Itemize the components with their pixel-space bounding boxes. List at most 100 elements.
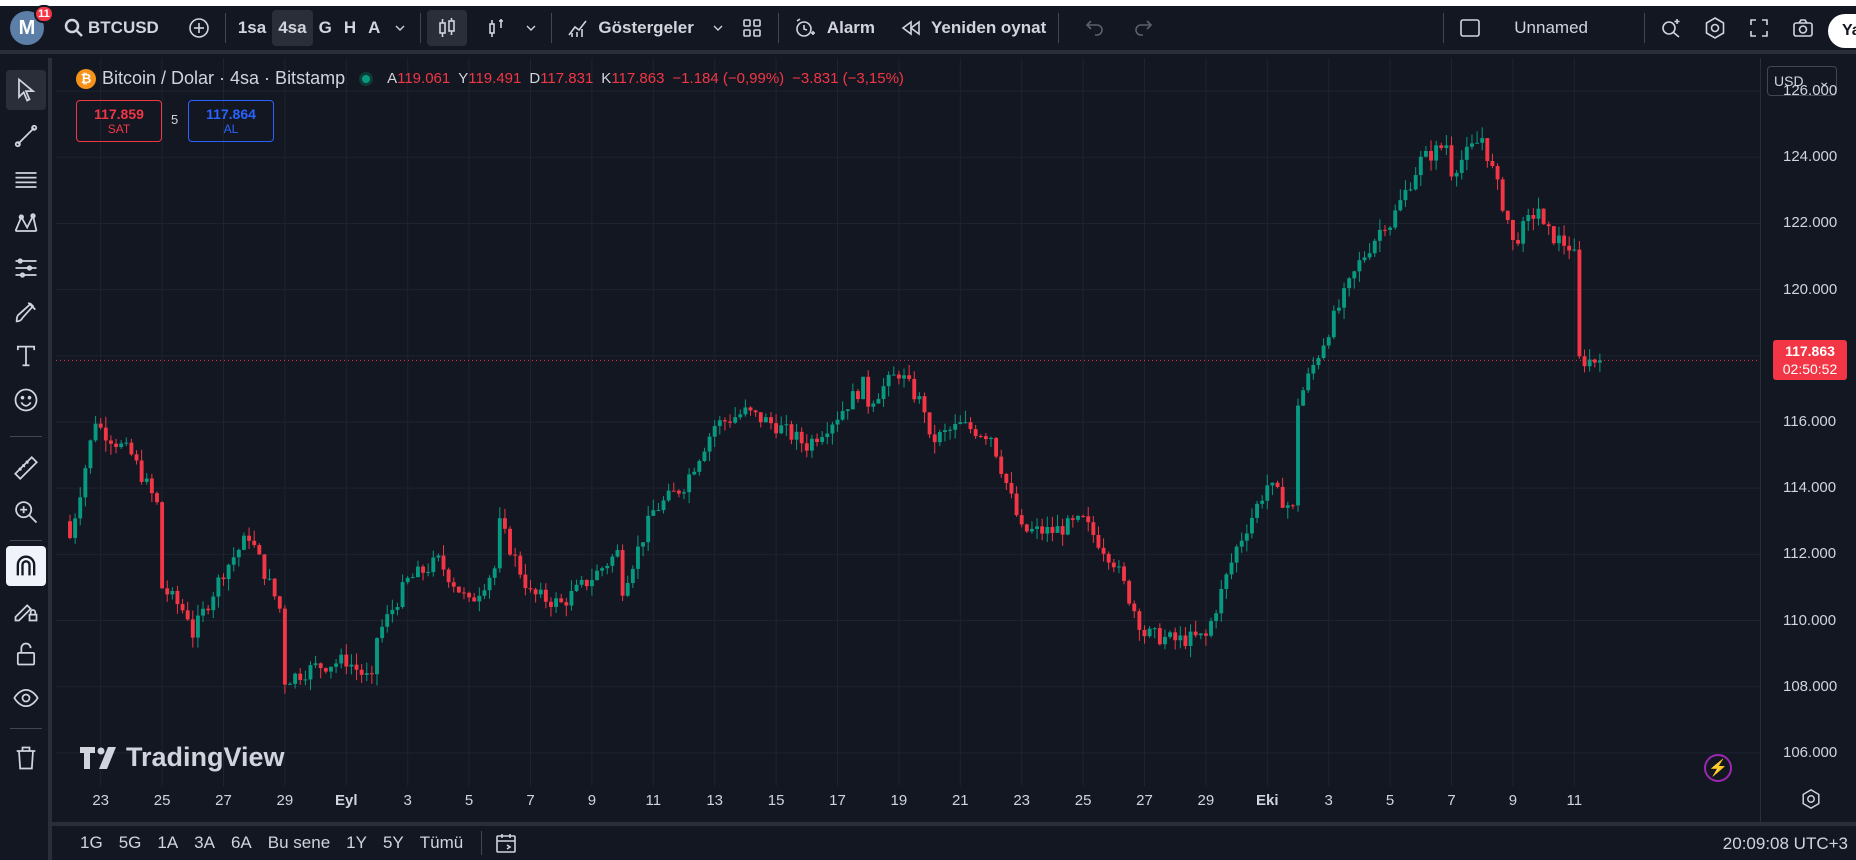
candle[interactable] xyxy=(605,565,610,569)
candle[interactable] xyxy=(354,664,359,670)
candle[interactable] xyxy=(656,510,661,512)
candle[interactable] xyxy=(1250,517,1254,534)
candle[interactable] xyxy=(144,478,149,482)
candle[interactable] xyxy=(528,588,533,590)
candle[interactable] xyxy=(1142,629,1147,637)
candle[interactable] xyxy=(876,398,881,404)
candle[interactable] xyxy=(886,374,891,387)
candle[interactable] xyxy=(1434,145,1439,161)
candle[interactable] xyxy=(334,663,339,667)
candle[interactable] xyxy=(763,417,768,423)
candle[interactable] xyxy=(830,424,835,434)
candle[interactable] xyxy=(559,598,564,603)
candle[interactable] xyxy=(1045,527,1050,534)
candle[interactable] xyxy=(1132,603,1137,612)
interval-a[interactable]: A xyxy=(368,18,381,37)
candle[interactable] xyxy=(840,411,845,420)
candle[interactable] xyxy=(881,386,886,399)
candle[interactable] xyxy=(625,582,630,596)
candle[interactable] xyxy=(610,556,615,566)
undo-button[interactable] xyxy=(1075,10,1115,46)
candle[interactable] xyxy=(385,614,390,627)
settings-button[interactable] xyxy=(1695,10,1735,46)
candle[interactable] xyxy=(636,546,640,569)
candle[interactable] xyxy=(83,468,88,498)
candle[interactable] xyxy=(339,654,344,664)
candle[interactable] xyxy=(119,443,124,447)
candle[interactable] xyxy=(129,442,134,455)
candle[interactable] xyxy=(1239,540,1244,547)
candle[interactable] xyxy=(712,425,717,437)
candle[interactable] xyxy=(948,429,953,431)
candle[interactable] xyxy=(1255,503,1260,518)
candle[interactable] xyxy=(277,596,282,609)
candle[interactable] xyxy=(968,422,973,430)
candle[interactable] xyxy=(850,391,855,410)
candle[interactable] xyxy=(1403,189,1408,201)
candle[interactable] xyxy=(1367,253,1372,258)
candle[interactable] xyxy=(216,577,221,597)
candle[interactable] xyxy=(671,490,676,492)
candle[interactable] xyxy=(620,550,625,596)
candle[interactable] xyxy=(1301,390,1306,406)
candle[interactable] xyxy=(410,577,415,579)
candle[interactable] xyxy=(1321,345,1326,359)
replay-button[interactable]: Yeniden oynat xyxy=(891,10,1052,46)
templates-button[interactable] xyxy=(732,10,772,46)
range-5y[interactable]: 5Y xyxy=(382,833,404,852)
candle[interactable] xyxy=(308,665,313,680)
candle[interactable] xyxy=(1040,526,1045,534)
candle[interactable] xyxy=(1336,307,1341,311)
range-6a[interactable]: 6A xyxy=(230,833,252,852)
candle[interactable] xyxy=(160,502,165,589)
candle[interactable] xyxy=(697,460,702,472)
layout-button[interactable]: Unnamed xyxy=(1450,10,1594,46)
candle[interactable] xyxy=(1597,360,1602,363)
candle[interactable] xyxy=(395,607,400,610)
candle[interactable] xyxy=(702,451,707,461)
candle[interactable] xyxy=(1587,359,1592,367)
candle[interactable] xyxy=(303,679,308,681)
candle[interactable] xyxy=(1357,260,1362,272)
candle[interactable] xyxy=(257,545,262,555)
candle[interactable] xyxy=(1163,636,1167,645)
candle[interactable] xyxy=(98,423,103,428)
candle[interactable] xyxy=(1198,633,1203,636)
candle[interactable] xyxy=(533,589,538,595)
candle[interactable] xyxy=(1209,621,1213,636)
candle[interactable] xyxy=(349,664,354,667)
candle[interactable] xyxy=(415,566,420,578)
quick-search-button[interactable] xyxy=(1651,10,1691,46)
candle[interactable] xyxy=(1214,613,1219,622)
candle[interactable] xyxy=(1541,208,1546,225)
candle[interactable] xyxy=(108,440,113,444)
candle[interactable] xyxy=(784,424,789,426)
candle[interactable] xyxy=(958,422,963,424)
candle[interactable] xyxy=(1014,493,1019,516)
interval-h[interactable]: H xyxy=(343,18,357,37)
candle[interactable] xyxy=(1536,208,1541,219)
candle[interactable] xyxy=(692,471,697,475)
candle[interactable] xyxy=(1147,628,1152,637)
candle[interactable] xyxy=(789,424,794,440)
candle[interactable] xyxy=(1152,628,1157,630)
candle[interactable] xyxy=(93,423,98,441)
candle[interactable] xyxy=(1096,534,1101,548)
candle[interactable] xyxy=(989,437,993,440)
candle[interactable] xyxy=(1480,138,1485,143)
candle[interactable] xyxy=(456,586,461,593)
candle[interactable] xyxy=(68,521,72,538)
candle[interactable] xyxy=(267,578,272,580)
candle[interactable] xyxy=(405,577,410,583)
candle[interactable] xyxy=(994,437,999,457)
candle[interactable] xyxy=(983,436,988,440)
candle[interactable] xyxy=(344,654,349,667)
range-all[interactable]: Tümü xyxy=(419,833,464,852)
indicators-button[interactable]: Göstergeler xyxy=(558,10,731,46)
candle[interactable] xyxy=(753,410,758,413)
candle[interactable] xyxy=(518,555,523,575)
candle[interactable] xyxy=(1122,566,1126,581)
candle[interactable] xyxy=(758,412,763,423)
fib-retracement-tool[interactable] xyxy=(6,160,46,200)
candle[interactable] xyxy=(1362,257,1367,261)
